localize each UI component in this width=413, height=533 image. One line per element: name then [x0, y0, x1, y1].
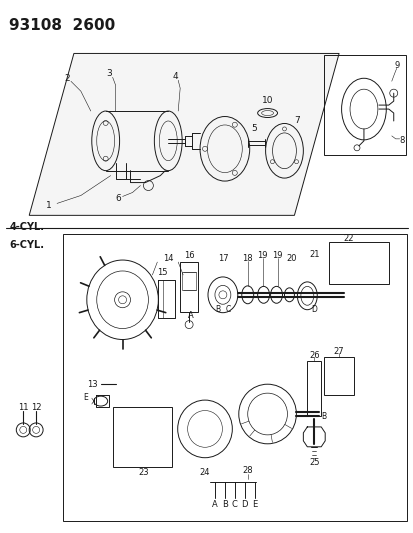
Text: 5: 5 [250, 124, 256, 133]
Text: 11: 11 [18, 402, 28, 411]
Text: 14: 14 [163, 254, 173, 263]
Text: 26: 26 [308, 351, 319, 360]
Text: 4: 4 [172, 72, 178, 81]
Text: 16: 16 [183, 251, 194, 260]
Text: 13: 13 [87, 379, 98, 389]
Text: 6: 6 [116, 194, 121, 203]
Text: 8: 8 [398, 136, 404, 146]
Text: 27: 27 [333, 347, 344, 356]
Text: B: B [321, 413, 326, 422]
Bar [323, 55, 405, 155]
Text: 2: 2 [64, 74, 69, 83]
Text: 19: 19 [257, 251, 267, 260]
Text: E: E [252, 500, 257, 509]
Text: 6-CYL.: 6-CYL. [9, 240, 44, 250]
Text: 4-CYL.: 4-CYL. [9, 222, 44, 232]
Text: 18: 18 [242, 254, 252, 263]
Text: 1: 1 [46, 201, 52, 210]
Text: 15: 15 [157, 269, 167, 278]
Bar [182, 272, 196, 290]
Text: B: B [221, 500, 227, 509]
Text: 7: 7 [294, 117, 299, 125]
Polygon shape [29, 53, 338, 215]
Text: C: C [231, 500, 237, 509]
Text: D: D [311, 305, 316, 314]
Text: 10: 10 [261, 95, 273, 104]
Text: 12: 12 [31, 402, 41, 411]
Bar [328, 242, 388, 284]
Text: 93108  2600: 93108 2600 [9, 18, 115, 33]
Bar [323, 358, 353, 395]
Text: A: A [188, 311, 194, 320]
Text: D: D [241, 500, 247, 509]
Text: E: E [83, 393, 88, 402]
Bar [306, 361, 320, 416]
Text: 3: 3 [106, 69, 111, 78]
Text: A: A [211, 500, 217, 509]
Bar [180, 262, 197, 312]
Text: 20: 20 [285, 254, 296, 263]
Text: 21: 21 [308, 249, 319, 259]
Text: 22: 22 [343, 233, 354, 243]
Text: 23: 23 [138, 468, 148, 477]
Text: 19: 19 [272, 251, 282, 260]
Bar [63, 234, 406, 521]
Text: 17: 17 [218, 254, 229, 263]
Text: 24: 24 [199, 468, 210, 477]
Bar [112, 407, 172, 467]
Text: 25: 25 [308, 458, 319, 467]
Text: C: C [225, 305, 230, 314]
Text: B: B [215, 305, 220, 314]
Text: 9: 9 [393, 61, 399, 70]
Text: 28: 28 [242, 466, 252, 475]
